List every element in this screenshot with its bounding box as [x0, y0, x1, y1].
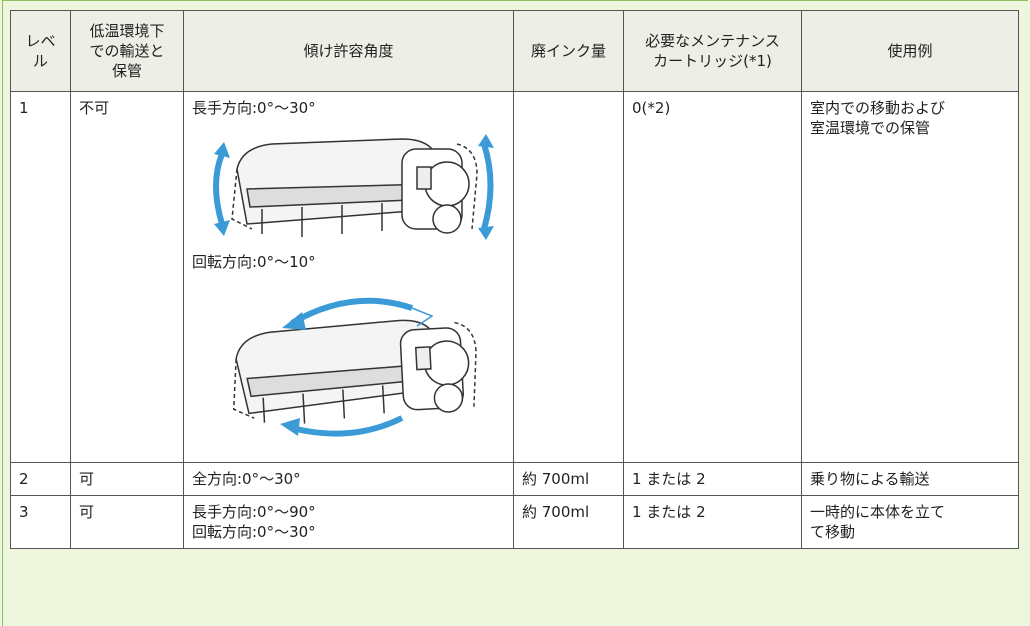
printer-illustration [213, 134, 494, 240]
cell-text: 1 [19, 99, 29, 117]
cell-text: 2 [19, 470, 29, 488]
header-cell: 必要なメンテナンス カートリッジ(*1) [623, 10, 802, 92]
table-cell: 室内での移動および 室温環境での保管 [801, 91, 1019, 463]
table-cell [513, 91, 624, 463]
cell-text: 約 700ml [522, 503, 590, 521]
header-cell: レベル [10, 10, 71, 92]
cell-text: ル [32, 52, 48, 70]
table-cell: 1 または 2 [623, 495, 802, 549]
cell-text: 1 または 2 [632, 503, 706, 521]
cell-text: 室温環境での保管 [810, 119, 931, 137]
spec-table: レベル低温環境下 での輸送と 保管 傾け許容角度 廃インク量 必要なメンテナンス カートリッ… [10, 10, 1019, 549]
table-cell: 2 [10, 462, 71, 496]
table-cell: 3 [10, 495, 71, 549]
cell-text: 低温環境下 [89, 22, 165, 40]
cell-text: 廃インク量 [530, 42, 606, 60]
table-cell: 0(*2) [623, 91, 802, 463]
cell-text: 全方向:0°〜30° [192, 470, 301, 488]
cell-text: での輸送と [89, 42, 165, 60]
table-cell: 1 または 2 [623, 462, 802, 496]
cell-text: 長手方向:0°〜90° [192, 503, 316, 521]
cell-text: て移動 [810, 523, 856, 541]
table-cell: 長手方向:0°〜90° 回転方向:0°〜30° [183, 495, 514, 549]
table-cell: 不可 [70, 91, 184, 463]
cell-text: 回転方向:0°〜10° [192, 253, 316, 271]
header-cell: 傾け許容角度 [183, 10, 514, 92]
cell-text: 保管 [111, 62, 142, 80]
table-row: 1 不可 長手方向:0°〜30° 回転方向:0°〜10° 0(*2) 室内での移動およ… [10, 91, 1019, 463]
cell-text: 可 [79, 503, 95, 521]
cell-text: 1 または 2 [632, 470, 706, 488]
table-cell: 乗り物による輸送 [801, 462, 1019, 496]
cell-text: 不可 [79, 99, 110, 117]
table-row: 2 可 全方向:0°〜30° 約 700ml 1 または 2 乗り物による輸送 [10, 462, 1019, 496]
cell-text: 0(*2) [632, 99, 671, 117]
cell-text: 使用例 [887, 42, 933, 60]
table-cell: 一時的に本体を立て て移動 [801, 495, 1019, 549]
table-cell: 約 700ml [513, 495, 624, 549]
header-cell: 廃インク量 [513, 10, 624, 92]
cell-text: カートリッジ(*1) [653, 52, 772, 70]
table-cell: 可 [70, 462, 184, 496]
printer-illustration [232, 297, 477, 437]
cell-text: 長手方向:0°〜30° [192, 99, 316, 117]
header-row: レベル低温環境下 での輸送と 保管 傾け許容角度 廃インク量 必要なメンテナンス カートリッ… [10, 10, 1019, 92]
cell-text: 約 700ml [522, 470, 590, 488]
table-cell: 全方向:0°〜30° [183, 462, 514, 496]
cell-text: 乗り物による輸送 [810, 470, 930, 488]
cell-text: 可 [79, 470, 95, 488]
table-cell: 1 [10, 91, 71, 463]
cell-text: 一時的に本体を立て [810, 503, 946, 521]
cell-text: 3 [19, 503, 29, 521]
cell-text: 回転方向:0°〜30° [192, 523, 316, 541]
table-cell: 可 [70, 495, 184, 549]
cell-text: 室内での移動および [810, 99, 946, 117]
cell-text: レベ [25, 32, 56, 50]
table-cell: 長手方向:0°〜30° 回転方向:0°〜10° [183, 91, 514, 463]
header-cell: 低温環境下での輸送と保管 [70, 10, 184, 92]
table-row: 3 可 長手方向:0°〜90° 回転方向:0°〜30° 約 700ml 1 または 2 一時… [10, 495, 1019, 549]
table-cell: 約 700ml [513, 462, 624, 496]
header-cell: 使用例 [801, 10, 1019, 92]
cell-text: 傾け許容角度 [303, 42, 394, 60]
cell-text: 必要なメンテナンス [645, 32, 780, 50]
